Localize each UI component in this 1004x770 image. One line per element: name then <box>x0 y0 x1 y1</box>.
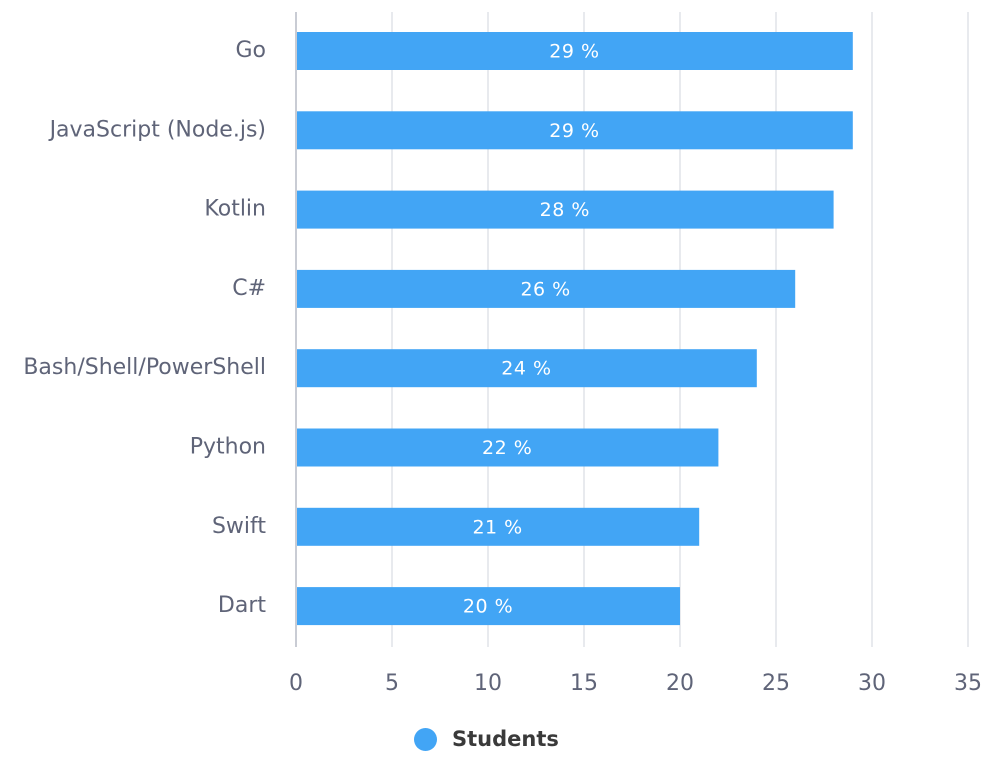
grid-lines <box>391 12 969 647</box>
data-label: 20 % <box>463 596 513 618</box>
bar[interactable] <box>296 111 853 150</box>
data-label: 28 % <box>540 199 590 221</box>
category-label: Dart <box>218 593 266 618</box>
x-tick-label: 15 <box>570 671 598 696</box>
bar[interactable] <box>296 428 719 467</box>
bar[interactable] <box>296 190 834 229</box>
data-label: 24 % <box>501 358 551 380</box>
data-label: 21 % <box>472 516 522 538</box>
axis: 0 5 10 15 20 25 30 35 Go JavaScript (Node.js) Kotl… <box>23 12 982 696</box>
x-tick-label: 5 <box>385 671 399 696</box>
data-label: 22 % <box>482 437 532 459</box>
category-label: Python <box>190 435 266 460</box>
category-label: Go <box>235 38 266 63</box>
category-label: C# <box>232 276 266 301</box>
bar[interactable] <box>296 269 796 308</box>
legend-label: Students <box>452 727 559 751</box>
data-label: 29 % <box>549 120 599 142</box>
legend[interactable]: Students <box>414 722 559 756</box>
x-tick-label: 20 <box>666 671 694 696</box>
data-label: 26 % <box>520 278 570 300</box>
bar[interactable] <box>296 507 700 546</box>
bars: 29 % 29 % 28 % 26 % 24 % 22 % 21 % 20 % <box>296 32 853 626</box>
category-label: JavaScript (Node.js) <box>48 117 266 142</box>
bar[interactable] <box>296 32 853 70</box>
x-tick-label: 25 <box>762 671 790 696</box>
chart-svg: 29 % 29 % 28 % 26 % 24 % 22 % 21 % 20 % 0 5 10 15 2… <box>23 12 982 696</box>
x-tick-label: 30 <box>858 671 886 696</box>
x-tick-label: 10 <box>474 671 502 696</box>
category-label: Kotlin <box>204 197 266 222</box>
category-label: Swift <box>212 514 266 539</box>
data-label: 29 % <box>549 41 599 63</box>
x-tick-label: 0 <box>289 671 303 696</box>
x-tick-label: 35 <box>954 671 982 696</box>
bar[interactable] <box>296 349 757 388</box>
category-label: Bash/Shell/PowerShell <box>23 355 266 380</box>
legend-marker <box>414 727 437 751</box>
bar[interactable] <box>296 587 680 626</box>
